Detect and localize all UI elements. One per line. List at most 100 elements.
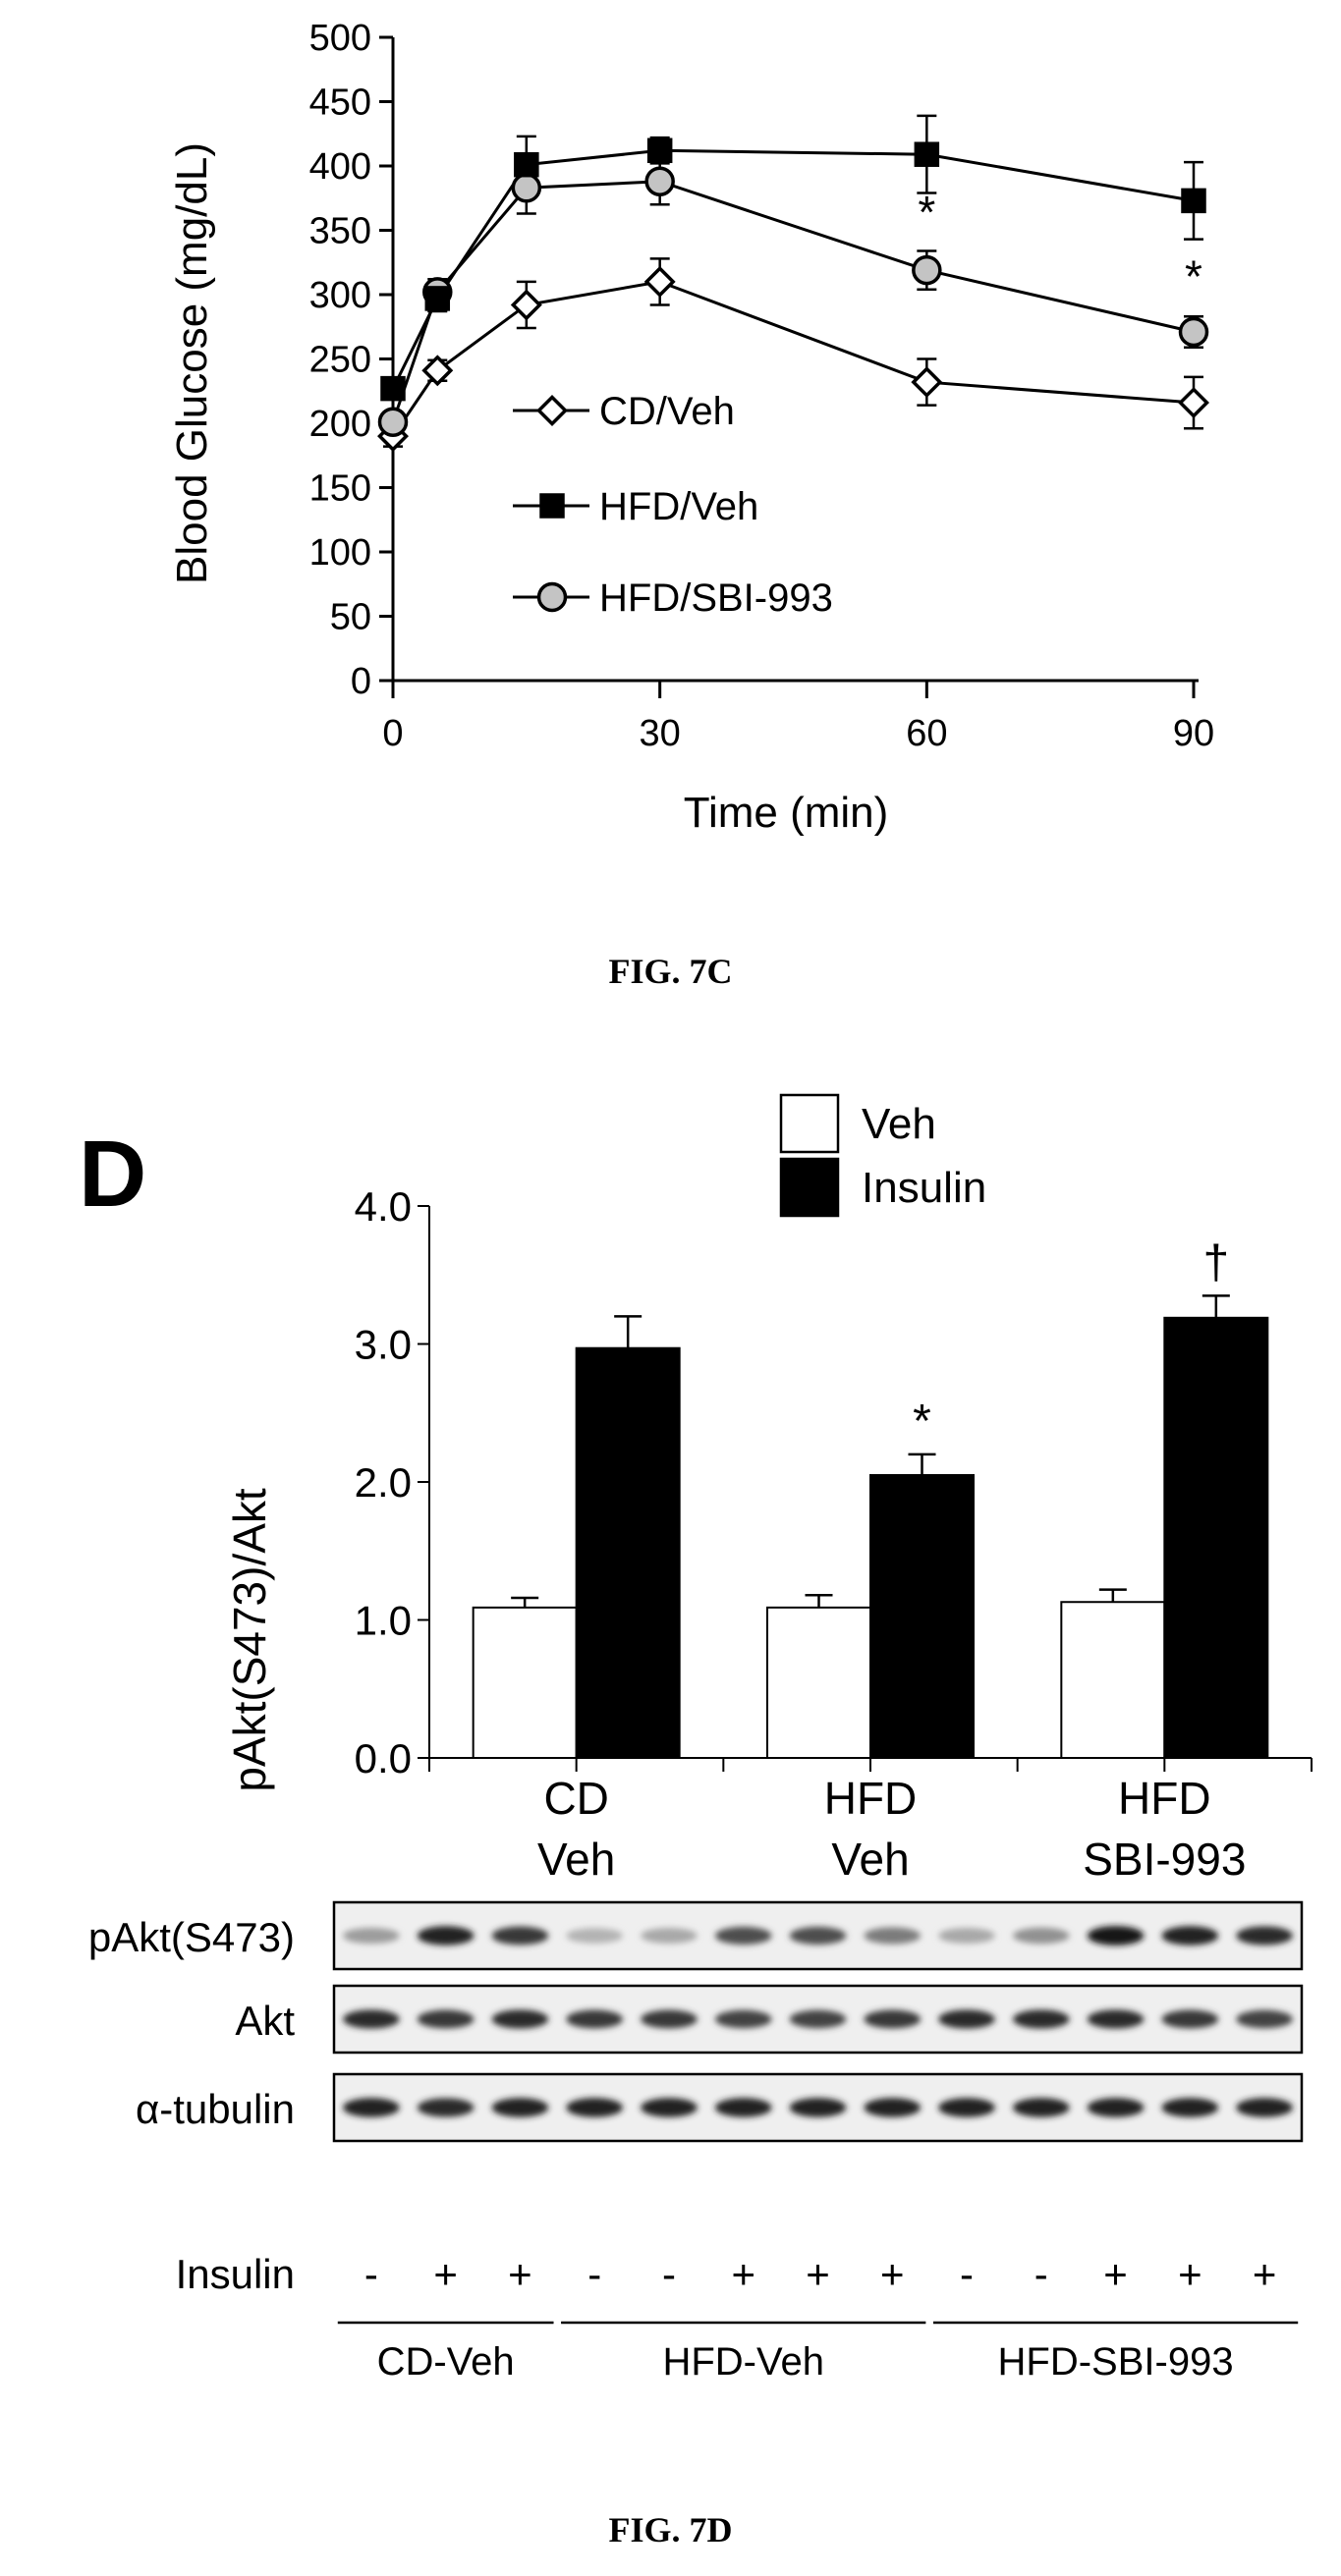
significance-dagger: †: [1202, 1236, 1229, 1288]
y-tick-label: 350: [309, 211, 371, 252]
y-tick-label: 100: [309, 532, 371, 574]
bar-veh: [1060, 1601, 1166, 1759]
data-point: [514, 151, 539, 178]
y-tick-label: 1.0: [355, 1598, 412, 1644]
blot-band: [641, 2098, 698, 2117]
blot-band: [1013, 2098, 1070, 2117]
blot-band: [417, 2098, 475, 2117]
blot-row-label: α-tubulin: [136, 2086, 295, 2132]
blot-band: [491, 2009, 549, 2029]
legend-label: Insulin: [862, 1164, 986, 1212]
insulin-sign: +: [1178, 2251, 1202, 2297]
y-axis-label: Blood Glucose (mg/dL): [168, 142, 216, 584]
bar-insulin: [1163, 1316, 1269, 1759]
blot-band: [789, 2009, 847, 2029]
y-tick-label: 0: [351, 661, 371, 702]
significance-asterisk: *: [913, 1396, 931, 1448]
insulin-sign: -: [587, 2251, 601, 2297]
blot-band: [491, 2098, 549, 2117]
blot-band: [938, 1928, 995, 1944]
data-point: [912, 254, 942, 286]
panel-label: D: [79, 1122, 146, 1227]
x-category-label: Veh: [537, 1834, 615, 1885]
legend-swatch: [779, 1093, 840, 1154]
blot-band: [1161, 2098, 1219, 2117]
group-label: HFD-Veh: [662, 2340, 824, 2384]
y-tick-label: 50: [330, 597, 371, 638]
y-tick-label: 200: [309, 404, 371, 445]
y-tick-label: 450: [309, 82, 371, 124]
insulin-sign: +: [508, 2251, 532, 2297]
insulin-sign: -: [662, 2251, 676, 2297]
pakt-bar-chart: D 0.0 1.0 2.0 3.0 4.0 CD Veh HFD Veh HFD SBI-993 *…: [79, 1093, 1313, 1885]
legend-marker: [536, 395, 568, 426]
y-tick-label: 0.0: [355, 1735, 412, 1781]
y-tick-label: 150: [309, 468, 371, 510]
y-tick-label: 3.0: [355, 1322, 412, 1368]
blot-band: [417, 1926, 475, 1946]
data-point: [1178, 316, 1209, 348]
x-category-label: CD: [543, 1773, 608, 1824]
data-point: [646, 137, 673, 164]
data-point: [911, 366, 943, 399]
insulin-sign: +: [731, 2251, 755, 2297]
blot-band: [566, 2098, 623, 2117]
blot-band: [864, 1927, 922, 1945]
bar-veh: [766, 1606, 871, 1759]
data-point: [1181, 188, 1206, 214]
blot-band: [1087, 2009, 1145, 2029]
blot-band: [641, 2009, 698, 2029]
data-point: [510, 289, 542, 321]
x-axis-label: Time (min): [684, 789, 889, 837]
bar-veh: [472, 1606, 578, 1759]
insulin-sign: +: [1253, 2251, 1277, 2297]
y-tick-label: 2.0: [355, 1459, 412, 1506]
data-point: [421, 355, 454, 387]
group-label: HFD-SBI-993: [998, 2340, 1234, 2384]
western-blot: pAkt(S473) Akt α-tubulin Insulin - + + - - + + + - -…: [88, 1900, 1304, 2384]
blot-band: [1013, 1927, 1070, 1945]
y-axis-label: pAkt(S473)/Akt: [224, 1488, 275, 1792]
blot-band: [1236, 2098, 1293, 2117]
glucose-line-chart: 0 50 100 150 200 250 300 350 400 450 500 0 30 60 90 * *…: [168, 18, 1214, 837]
insulin-sign: +: [433, 2251, 458, 2297]
bar-insulin: [575, 1346, 681, 1759]
blot-band: [1161, 2009, 1219, 2029]
legend-label: HFD/SBI-993: [599, 576, 833, 620]
x-tick-label: 0: [382, 713, 403, 754]
legend-marker: [539, 493, 565, 519]
y-tick-label: 500: [309, 18, 371, 59]
insulin-sign: +: [880, 2251, 905, 2297]
y-tick-label: 250: [309, 340, 371, 381]
x-tick-label: 60: [906, 713, 947, 754]
data-point: [643, 265, 676, 298]
blot-band: [714, 2009, 772, 2029]
blot-band: [1087, 1926, 1145, 1946]
x-category-label: HFD: [824, 1773, 918, 1824]
blot-band: [789, 2098, 847, 2117]
y-tick-label: 4.0: [355, 1183, 412, 1230]
series-line-hfd-veh: [391, 148, 1195, 390]
blot-band: [343, 1927, 400, 1945]
x-category-label: Veh: [831, 1834, 909, 1885]
legend-swatch: [779, 1157, 840, 1218]
blot-band: [938, 2009, 995, 2029]
significance-asterisk: *: [1185, 250, 1202, 301]
blot-band: [1161, 1926, 1219, 1946]
blot-band: [714, 2098, 772, 2117]
blot-band: [566, 2009, 623, 2029]
blot-row-label: pAkt(S473): [88, 1914, 295, 1960]
blot-band: [864, 2098, 922, 2117]
blot-band: [641, 1928, 698, 1944]
blot-band: [343, 2009, 400, 2029]
group-label: CD-Veh: [377, 2340, 515, 2384]
data-point: [644, 166, 675, 196]
blot-band: [343, 2098, 400, 2117]
x-tick-label: 30: [640, 713, 681, 754]
insulin-row-label: Insulin: [176, 2251, 295, 2297]
blot-band: [1013, 2009, 1070, 2029]
data-point: [914, 141, 940, 167]
insulin-sign: -: [960, 2251, 974, 2297]
series-line-cd-veh: [391, 280, 1195, 437]
figure-caption-7c: FIG. 7C: [608, 952, 733, 991]
